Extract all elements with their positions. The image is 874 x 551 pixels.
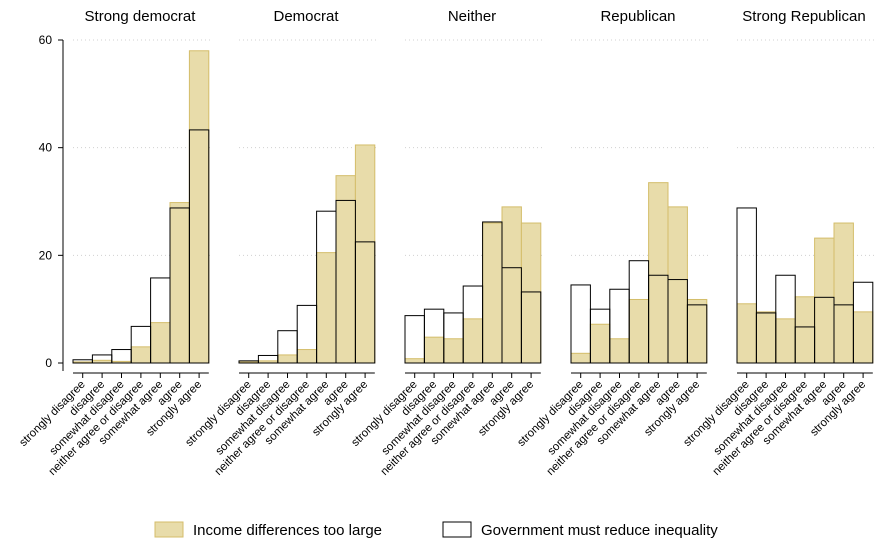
legend-label-government-reduce: Government must reduce inequality [481, 522, 718, 539]
y-axis: 0 20 40 60 [39, 33, 64, 371]
bar-government-reduce [188, 129, 210, 364]
legend-swatch-income-differences [154, 521, 184, 538]
bar-income-differences [686, 298, 708, 364]
bar-income-differences [852, 311, 874, 364]
y-tick-label: 40 [39, 141, 53, 155]
bar-income-differences [501, 206, 522, 364]
bar-government-reduce [520, 291, 542, 364]
bar-government-reduce [852, 281, 874, 364]
bar-income-differences [404, 358, 425, 364]
bar-income-differences [188, 50, 210, 364]
bar-income-differences [354, 144, 376, 364]
bar-income-differences [794, 296, 816, 364]
bar-income-differences [736, 303, 757, 364]
panel-title: Democrat [273, 8, 339, 25]
bar-income-differences [462, 318, 484, 364]
bar-income-differences [335, 175, 356, 364]
bar-government-reduce [570, 284, 591, 364]
legend-swatch-government-reduce [442, 521, 472, 538]
bar-income-differences [589, 323, 611, 364]
legend-label-income-differences: Income differences too large [193, 522, 382, 539]
bar-income-differences [814, 237, 835, 364]
bar-government-reduce [72, 359, 93, 364]
bar-income-differences [296, 349, 318, 364]
bar-income-differences [609, 338, 630, 364]
legend: Income differences too large Government m… [154, 521, 718, 539]
bar-income-differences [130, 346, 152, 364]
bar-government-reduce [736, 207, 757, 364]
bar-income-differences [628, 298, 650, 364]
panel-title: Republican [600, 8, 675, 25]
bar-income-differences [520, 222, 542, 364]
bar-government-reduce [404, 315, 425, 364]
bar-income-differences [169, 202, 190, 364]
bar-income-differences [443, 338, 464, 364]
bar-income-differences [277, 354, 298, 364]
y-tick-label: 60 [39, 33, 53, 47]
bar-income-differences [482, 222, 503, 364]
bar-income-differences [150, 322, 171, 364]
bar-income-differences [648, 182, 669, 364]
bar-government-reduce [775, 274, 796, 364]
panel-title: Neither [448, 8, 496, 25]
bar-income-differences [423, 336, 445, 364]
bar-income-differences [755, 311, 777, 364]
y-tick-label: 20 [39, 248, 53, 262]
bar-government-reduce [354, 241, 376, 364]
bar-income-differences [775, 318, 796, 364]
bar-income-differences [833, 222, 854, 364]
panel-title: Strong Republican [742, 8, 865, 25]
y-tick-label: 0 [45, 356, 52, 370]
bar-income-differences [570, 352, 591, 364]
bar-government-reduce [686, 304, 708, 364]
bar-income-differences [667, 206, 688, 364]
bar-income-differences [316, 252, 337, 364]
panel-title: Strong democrat [85, 8, 197, 25]
